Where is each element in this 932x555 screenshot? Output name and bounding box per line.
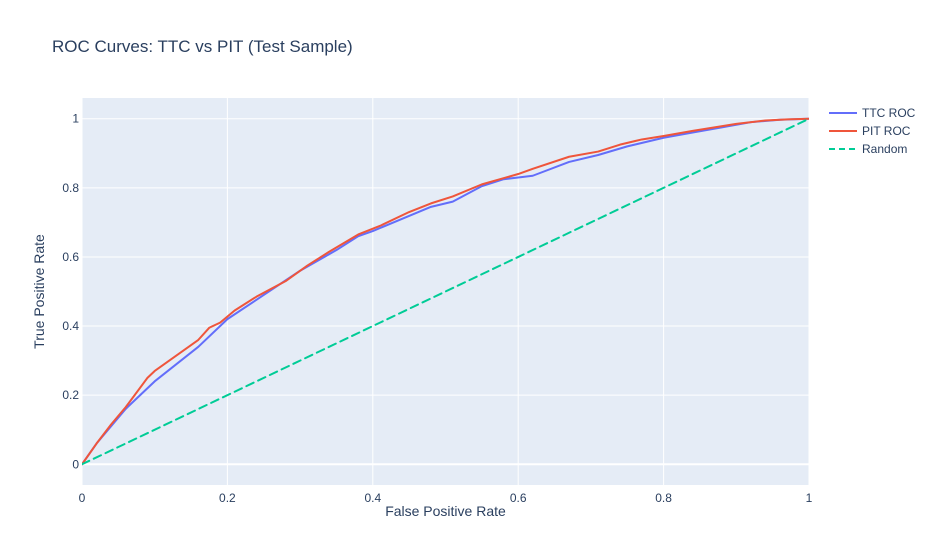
chart-title: ROC Curves: TTC vs PIT (Test Sample) (52, 37, 353, 56)
y-tick-label: 0.6 (62, 250, 79, 264)
series-line-ttc-roc (82, 117, 809, 466)
legend-label: Random (862, 142, 907, 156)
x-tick-label: 0.4 (364, 491, 381, 505)
y-axis-label: True Positive Rate (31, 234, 47, 349)
legend-item-random[interactable]: Random (829, 142, 907, 156)
legend-label: PIT ROC (862, 124, 911, 138)
legend-item-ttc-roc[interactable]: TTC ROC (829, 106, 916, 120)
y-tick-label: 0.8 (62, 181, 79, 195)
grid-lines (81, 98, 810, 485)
legend-label: TTC ROC (862, 106, 916, 120)
y-tick-label: 0.2 (62, 388, 79, 402)
series-lines (82, 117, 809, 466)
series-line-random (82, 117, 809, 466)
legend[interactable]: TTC ROC PIT ROC Random (829, 106, 916, 156)
y-tick-label: 0 (72, 457, 79, 471)
x-tick-label: 0.8 (655, 491, 672, 505)
series-line-pit-roc (82, 117, 809, 466)
x-tick-label: 0.6 (510, 491, 527, 505)
x-tick-label: 1 (806, 491, 813, 505)
y-tick-label: 0.4 (62, 319, 79, 333)
axis-ticks: 0 0.2 0.4 0.6 0.8 1 0 0.2 0.4 0.6 0.8 1 (62, 112, 812, 505)
x-tick-label: 0.2 (219, 491, 236, 505)
legend-item-pit-roc[interactable]: PIT ROC (829, 124, 911, 138)
x-tick-label: 0 (79, 491, 86, 505)
x-axis-label: False Positive Rate (385, 503, 506, 519)
y-tick-label: 1 (72, 112, 79, 126)
